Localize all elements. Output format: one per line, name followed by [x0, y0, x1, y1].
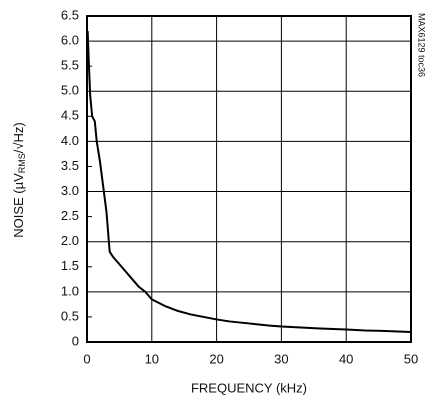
x-tick-label: 0 — [83, 351, 90, 366]
y-tick-label: 1.5 — [61, 258, 79, 273]
y-tick-label: 2.0 — [61, 233, 79, 248]
y-tick-label: 0 — [72, 333, 79, 348]
y-label-sub: RMS — [17, 153, 27, 173]
plot-frame — [86, 15, 412, 343]
y-tick-label: 6.0 — [61, 33, 79, 48]
y-tick-label: 6.5 — [61, 7, 79, 22]
x-tick-label: 30 — [274, 351, 288, 366]
y-tick-label: 1.0 — [61, 283, 79, 298]
y-tick-label: 5.5 — [61, 58, 79, 73]
y-label-end: /√Hz) — [11, 122, 26, 153]
x-tick-label: 10 — [145, 351, 159, 366]
y-label-main: NOISE (µV — [11, 173, 26, 238]
y-tick-label: 2.5 — [61, 208, 79, 223]
x-axis-label: FREQUENCY (kHz) — [191, 380, 307, 395]
y-tick-label: 3.5 — [61, 158, 79, 173]
x-tick-label: 40 — [339, 351, 353, 366]
side-note: MAX6129 toc36 — [417, 13, 427, 77]
y-tick-label: 4.5 — [61, 108, 79, 123]
x-tick-label: 20 — [209, 351, 223, 366]
y-tick-label: 0.5 — [61, 308, 79, 323]
y-tick-label: 3.0 — [61, 183, 79, 198]
noise-curve — [86, 31, 412, 333]
y-axis-label: NOISE (µVRMS/√Hz) — [11, 122, 27, 238]
y-tick-label: 5.0 — [61, 83, 79, 98]
x-tick-label: 50 — [404, 351, 418, 366]
y-tick-label: 4.0 — [61, 133, 79, 148]
